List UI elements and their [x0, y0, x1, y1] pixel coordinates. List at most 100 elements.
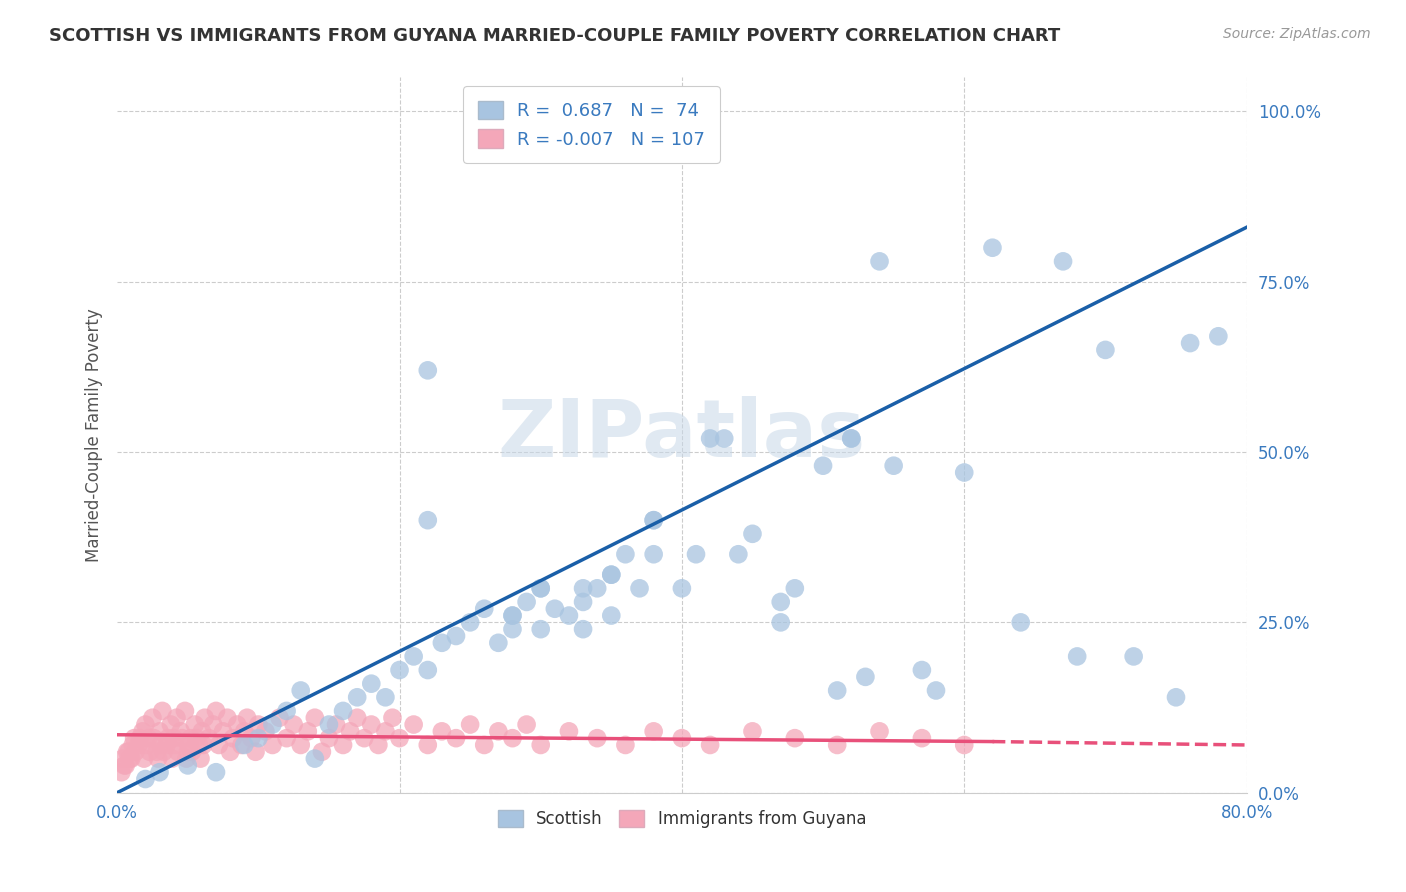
Point: [339, 724, 361, 739]
Point: [869, 724, 891, 739]
Point: [163, 731, 186, 746]
Point: [586, 582, 609, 596]
Point: [783, 582, 806, 596]
Point: [346, 711, 368, 725]
Point: [839, 432, 862, 446]
Point: [304, 751, 326, 765]
Point: [530, 582, 553, 596]
Point: [444, 629, 467, 643]
Point: [953, 738, 976, 752]
Point: [172, 731, 194, 746]
Point: [486, 724, 509, 739]
Point: [501, 731, 523, 746]
Point: [166, 711, 188, 725]
Point: [769, 595, 792, 609]
Point: [855, 670, 877, 684]
Text: Source: ZipAtlas.com: Source: ZipAtlas.com: [1223, 27, 1371, 41]
Point: [311, 745, 333, 759]
Point: [136, 731, 159, 746]
Point: [430, 636, 453, 650]
Point: [146, 751, 169, 765]
Point: [134, 717, 156, 731]
Point: [501, 608, 523, 623]
Point: [219, 745, 242, 759]
Point: [530, 622, 553, 636]
Point: [544, 601, 567, 615]
Point: [190, 751, 212, 765]
Point: [120, 751, 142, 765]
Point: [472, 738, 495, 752]
Point: [325, 717, 347, 731]
Point: [444, 731, 467, 746]
Point: [600, 567, 623, 582]
Point: [226, 717, 249, 731]
Point: [247, 717, 270, 731]
Text: ZIPatlas: ZIPatlas: [498, 396, 866, 474]
Point: [501, 608, 523, 623]
Point: [486, 636, 509, 650]
Point: [614, 738, 637, 752]
Point: [231, 738, 253, 752]
Point: [194, 711, 217, 725]
Point: [628, 582, 651, 596]
Text: SCOTTISH VS IMMIGRANTS FROM GUYANA MARRIED-COUPLE FAMILY POVERTY CORRELATION CHA: SCOTTISH VS IMMIGRANTS FROM GUYANA MARRI…: [49, 27, 1060, 45]
Point: [135, 738, 157, 752]
Point: [162, 751, 184, 765]
Point: [247, 731, 270, 746]
Point: [181, 745, 204, 759]
Point: [381, 711, 404, 725]
Point: [353, 731, 375, 746]
Point: [110, 765, 132, 780]
Point: [911, 731, 934, 746]
Point: [128, 731, 150, 746]
Point: [883, 458, 905, 473]
Point: [685, 547, 707, 561]
Point: [1208, 329, 1230, 343]
Point: [430, 724, 453, 739]
Point: [276, 731, 298, 746]
Point: [318, 731, 340, 746]
Point: [184, 717, 207, 731]
Legend: Scottish, Immigrants from Guyana: Scottish, Immigrants from Guyana: [491, 803, 873, 834]
Point: [134, 772, 156, 786]
Point: [416, 513, 439, 527]
Point: [254, 724, 277, 739]
Point: [346, 690, 368, 705]
Point: [174, 704, 197, 718]
Point: [131, 724, 153, 739]
Point: [516, 595, 538, 609]
Point: [713, 432, 735, 446]
Point: [367, 738, 389, 752]
Point: [600, 608, 623, 623]
Point: [558, 608, 581, 623]
Point: [530, 738, 553, 752]
Point: [671, 582, 693, 596]
Point: [240, 731, 263, 746]
Point: [222, 731, 245, 746]
Point: [1164, 690, 1187, 705]
Point: [1010, 615, 1032, 630]
Point: [825, 683, 848, 698]
Point: [124, 745, 146, 759]
Point: [160, 717, 183, 731]
Point: [152, 745, 174, 759]
Point: [111, 751, 134, 765]
Point: [416, 738, 439, 752]
Point: [643, 547, 665, 561]
Point: [132, 751, 155, 765]
Point: [402, 649, 425, 664]
Point: [769, 615, 792, 630]
Point: [374, 724, 396, 739]
Point: [149, 738, 172, 752]
Point: [472, 601, 495, 615]
Point: [177, 745, 200, 759]
Point: [953, 466, 976, 480]
Point: [150, 704, 173, 718]
Point: [114, 758, 136, 772]
Point: [402, 717, 425, 731]
Point: [1178, 336, 1201, 351]
Point: [141, 711, 163, 725]
Point: [1122, 649, 1144, 664]
Point: [304, 711, 326, 725]
Point: [155, 738, 177, 752]
